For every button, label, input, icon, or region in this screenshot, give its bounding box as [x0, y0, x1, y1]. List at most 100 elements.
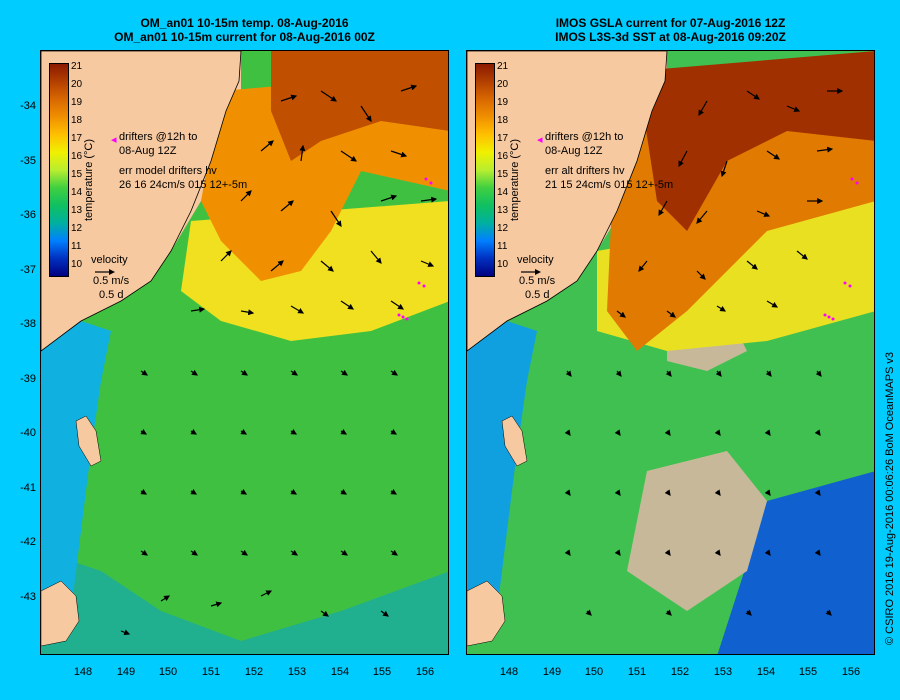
x-tick: 155: [372, 666, 392, 678]
cb-tick: 11: [71, 241, 82, 252]
y-tick: -41: [20, 482, 36, 494]
right-drifter-date: 08-Aug 12Z: [545, 145, 603, 157]
cb-tick: 21: [497, 61, 509, 72]
left-island: [75, 415, 102, 467]
cb-tick: 16: [71, 151, 83, 162]
cb-tick: 16: [497, 151, 509, 162]
cb-tick: 15: [497, 169, 509, 180]
right-err-label: err alt drifters hv: [545, 165, 625, 177]
left-velocity-scale: 0.5 m/s: [93, 275, 130, 287]
left-velocity-label: velocity: [91, 254, 128, 266]
left-warm-orange: [201, 71, 448, 281]
left-mainland: [41, 51, 242, 352]
x-tick: 151: [201, 666, 221, 678]
right-mainland: [467, 51, 668, 352]
cb-tick: 12: [497, 223, 509, 234]
right-current-arrows: [564, 88, 844, 616]
x-tick: 154: [330, 666, 350, 678]
left-drifters: [397, 177, 433, 321]
left-shelf: [41, 321, 111, 631]
right-drifters: [823, 177, 859, 321]
x-tick: 148: [73, 666, 93, 678]
right-drifter-legend-icon: ◂: [537, 134, 543, 146]
x-tick: 156: [841, 666, 861, 678]
cb-tick: 17: [497, 133, 509, 144]
right-velocity-scale: 0.5 m/s: [519, 275, 556, 287]
right-missing-1: [627, 451, 767, 611]
cb-tick: 17: [71, 133, 83, 144]
left-drifter-legend: drifters @12h to: [119, 131, 198, 143]
right-velocity-days: 0.5 d: [525, 289, 550, 301]
x-tick: 149: [116, 666, 136, 678]
cb-tick: 10: [71, 259, 83, 270]
right-shelf: [467, 321, 537, 631]
cb-tick: 18: [71, 115, 83, 126]
left-current-arrows: [120, 84, 438, 636]
cb-tick: 13: [71, 205, 83, 216]
left-map-panel: 21 20 19 18 17 16 15 14 13 12 11 10 temp…: [40, 50, 449, 655]
cb-tick: 14: [71, 187, 83, 198]
right-title: IMOS GSLA current for 07-Aug-2016 12Z IM…: [466, 16, 875, 44]
cb-tick: 12: [71, 223, 83, 234]
right-island: [501, 415, 528, 467]
right-map-panel: 21 20 19 18 17 16 15 14 13 12 11 10 temp…: [466, 50, 875, 655]
x-tick: 153: [713, 666, 733, 678]
x-tick: 154: [756, 666, 776, 678]
cb-tick: 11: [497, 241, 508, 252]
left-colorbar: [49, 63, 69, 277]
x-tick: 150: [158, 666, 178, 678]
cb-tick: 15: [71, 169, 83, 180]
left-err-label: err model drifters hv: [119, 165, 217, 177]
left-title-line1: OM_an01 10-15m temp. 08-Aug-2016: [140, 16, 349, 30]
left-velocity-arrow-icon: [95, 269, 115, 275]
y-tick: -37: [20, 264, 36, 276]
y-tick: -34: [20, 100, 36, 112]
right-south-blue: [717, 471, 874, 654]
cb-tick: 14: [497, 187, 509, 198]
left-map-svg: [41, 51, 448, 654]
credit-text: © CSIRO 2016 19-Aug-2016 00:06:26 BoM Oc…: [884, 351, 896, 645]
left-warm-red: [271, 51, 448, 161]
y-tick: -43: [20, 591, 36, 603]
x-tick: 155: [798, 666, 818, 678]
x-tick: 152: [244, 666, 264, 678]
left-south-water: [41, 551, 448, 654]
y-tick: -36: [20, 209, 36, 221]
x-tick: 152: [670, 666, 690, 678]
cb-tick: 18: [497, 115, 509, 126]
left-drifter-legend-icon: ◂: [111, 134, 117, 146]
y-tick: -40: [20, 427, 36, 439]
right-warm-red: [637, 51, 874, 231]
right-colorbar-label: temperature (°C): [509, 138, 521, 221]
left-ocean: [41, 51, 448, 654]
right-velocity-label: velocity: [517, 254, 554, 266]
right-drifter-legend: drifters @12h to: [545, 131, 624, 143]
left-tasmania: [41, 580, 80, 647]
cb-tick: 20: [71, 79, 83, 90]
y-tick: -35: [20, 155, 36, 167]
right-title-line1: IMOS GSLA current for 07-Aug-2016 12Z: [555, 16, 786, 30]
x-tick: 149: [542, 666, 562, 678]
right-map-svg: [467, 51, 874, 654]
left-err-values: 26 16 24cm/s 015 12+-5m: [119, 179, 248, 191]
right-velocity-arrow-icon: [521, 269, 541, 275]
left-colorbar-label: temperature (°C): [83, 138, 95, 221]
cb-tick: 20: [497, 79, 509, 90]
left-title: OM_an01 10-15m temp. 08-Aug-2016 OM_an01…: [40, 16, 449, 44]
cb-tick: 19: [497, 97, 509, 108]
x-tick: 156: [415, 666, 435, 678]
y-tick: -39: [20, 373, 36, 385]
y-tick: -38: [20, 318, 36, 330]
right-colorbar: [475, 63, 495, 277]
left-velocity-days: 0.5 d: [99, 289, 124, 301]
x-tick: 151: [627, 666, 647, 678]
cb-tick: 19: [71, 97, 83, 108]
right-title-line2: IMOS L3S-3d SST at 08-Aug-2016 09:20Z: [555, 30, 786, 44]
cb-tick: 21: [71, 61, 83, 72]
left-title-line2: OM_an01 10-15m current for 08-Aug-2016 0…: [114, 30, 375, 44]
cb-tick: 13: [497, 205, 509, 216]
x-tick: 153: [287, 666, 307, 678]
left-drifter-date: 08-Aug 12Z: [119, 145, 177, 157]
y-tick: -42: [20, 536, 36, 548]
cb-tick: 10: [497, 259, 509, 270]
